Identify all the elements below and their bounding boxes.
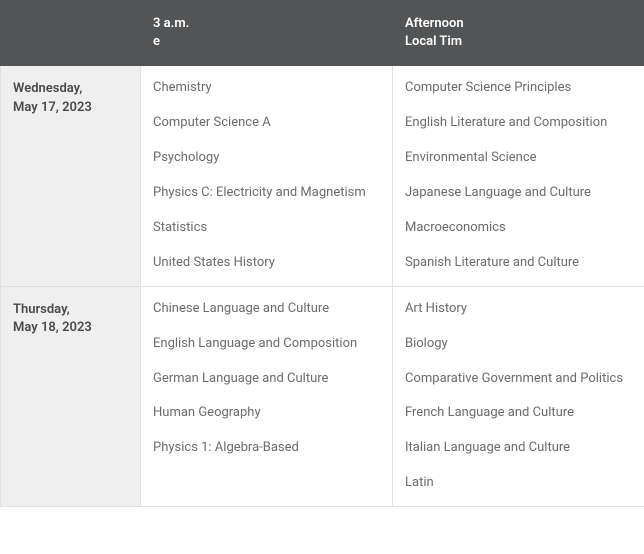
afternoon-cell: Art History Biology Comparative Governme…	[393, 286, 644, 506]
date-line2: May 18, 2023	[13, 320, 92, 335]
subject-item: Statistics	[153, 220, 380, 237]
subject-item: English Language and Composition	[153, 336, 380, 353]
subject-item: English Literature and Composition	[405, 115, 632, 132]
subject-item: United States History	[153, 255, 380, 272]
date-line2: May 17, 2023	[13, 100, 92, 115]
header-afternoon-line1: Afternoon	[405, 16, 464, 31]
subject-item: Italian Language and Culture	[405, 440, 632, 457]
subject-item: Human Geography	[153, 405, 380, 422]
table-row: Wednesday, May 17, 2023 Chemistry Comput…	[1, 66, 644, 286]
subject-item: Spanish Literature and Culture	[405, 255, 632, 272]
subject-item: Computer Science Principles	[405, 80, 632, 97]
morning-list: Chinese Language and Culture English Lan…	[153, 301, 380, 457]
subject-item: Physics 1: Algebra-Based	[153, 440, 380, 457]
header-date-blank	[1, 1, 141, 66]
subject-item: Japanese Language and Culture	[405, 185, 632, 202]
date-line1: Thursday,	[13, 302, 70, 317]
subject-item: Macroeconomics	[405, 220, 632, 237]
header-afternoon-line2: Local Tim	[405, 34, 462, 49]
afternoon-cell: Computer Science Principles English Lite…	[393, 66, 644, 286]
subject-item: Art History	[405, 301, 632, 318]
subject-item: Physics C: Electricity and Magnetism	[153, 185, 380, 202]
date-cell: Thursday, May 18, 2023	[1, 286, 141, 506]
header-morning: 3 a.m. e	[141, 1, 393, 66]
table-body: Wednesday, May 17, 2023 Chemistry Comput…	[1, 66, 644, 507]
header-afternoon: Afternoon Local Tim	[393, 1, 644, 66]
header-morning-line2: e	[153, 34, 160, 49]
subject-item: Chinese Language and Culture	[153, 301, 380, 318]
header-morning-line1: 3 a.m.	[153, 16, 189, 31]
table-row: Thursday, May 18, 2023 Chinese Language …	[1, 286, 644, 506]
afternoon-list: Computer Science Principles English Lite…	[405, 80, 632, 271]
date-cell: Wednesday, May 17, 2023	[1, 66, 141, 286]
subject-item: Environmental Science	[405, 150, 632, 167]
afternoon-list: Art History Biology Comparative Governme…	[405, 301, 632, 492]
date-line1: Wednesday,	[13, 81, 82, 96]
table-header: 3 a.m. e Afternoon Local Tim	[1, 1, 644, 66]
exam-schedule-table: 3 a.m. e Afternoon Local Tim Wednesday, …	[0, 0, 644, 507]
morning-cell: Chemistry Computer Science A Psychology …	[141, 66, 393, 286]
subject-item: Psychology	[153, 150, 380, 167]
subject-item: Computer Science A	[153, 115, 380, 132]
morning-cell: Chinese Language and Culture English Lan…	[141, 286, 393, 506]
subject-item: Latin	[405, 475, 632, 492]
subject-item: French Language and Culture	[405, 405, 632, 422]
subject-item: German Language and Culture	[153, 371, 380, 388]
subject-item: Comparative Government and Politics	[405, 371, 632, 388]
subject-item: Biology	[405, 336, 632, 353]
subject-item: Chemistry	[153, 80, 380, 97]
morning-list: Chemistry Computer Science A Psychology …	[153, 80, 380, 271]
